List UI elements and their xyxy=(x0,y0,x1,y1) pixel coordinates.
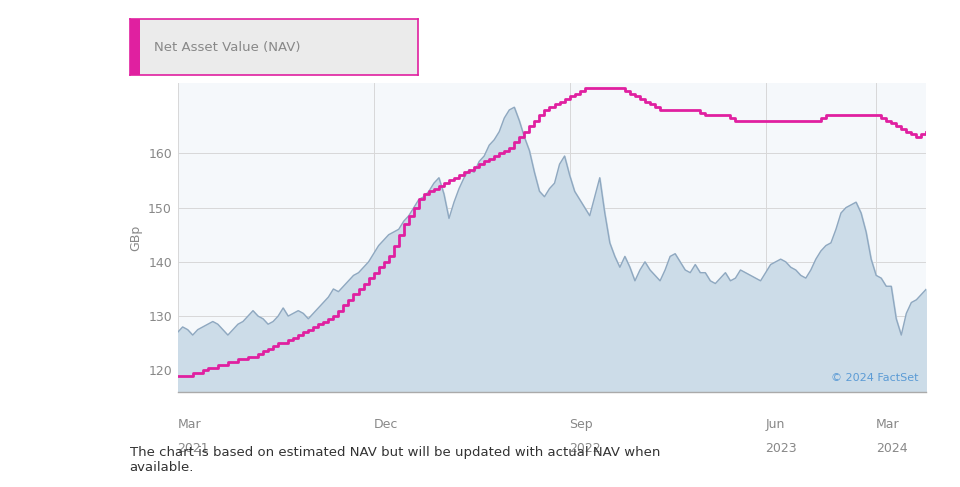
Text: © 2024 FactSet: © 2024 FactSet xyxy=(831,373,919,383)
Text: 2023: 2023 xyxy=(765,442,797,454)
Text: Jun: Jun xyxy=(765,418,785,431)
Text: 2024: 2024 xyxy=(876,442,908,454)
Text: Dec: Dec xyxy=(373,418,398,431)
Y-axis label: GBp: GBp xyxy=(130,225,143,250)
Text: Net Asset Value (NAV): Net Asset Value (NAV) xyxy=(154,41,300,54)
Text: The chart is based on estimated NAV but will be updated with actual NAV when
ava: The chart is based on estimated NAV but … xyxy=(130,446,660,473)
Text: 2022: 2022 xyxy=(569,442,601,454)
Text: Mar: Mar xyxy=(178,418,202,431)
Text: Sep: Sep xyxy=(569,418,593,431)
Bar xyxy=(130,19,140,75)
Text: Mar: Mar xyxy=(876,418,900,431)
Text: 2021: 2021 xyxy=(178,442,209,454)
